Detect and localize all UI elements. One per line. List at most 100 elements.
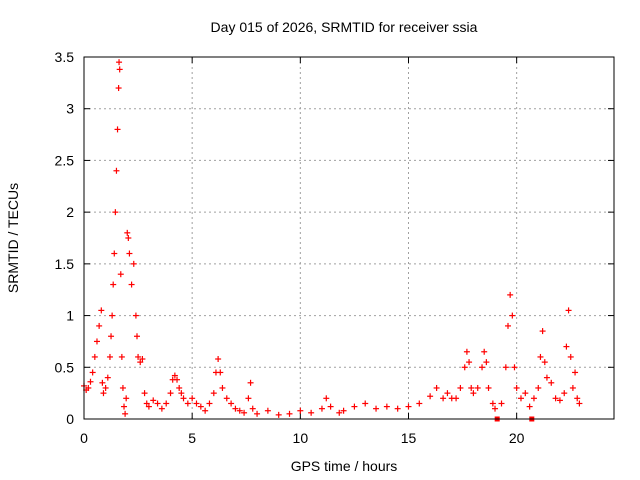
data-point — [254, 410, 261, 417]
data-point — [416, 400, 423, 407]
data-point — [275, 411, 282, 418]
data-point — [470, 390, 477, 397]
data-point — [174, 376, 181, 383]
data-point — [176, 384, 183, 391]
data-point — [327, 403, 334, 410]
data-point — [492, 405, 499, 412]
data-point — [89, 369, 96, 376]
data-point — [202, 407, 209, 414]
data-point — [232, 405, 239, 412]
data-point — [134, 333, 140, 340]
data-point — [118, 353, 125, 360]
data-point — [474, 384, 481, 391]
data-point — [150, 397, 157, 404]
data-point — [219, 384, 226, 391]
data-point — [264, 407, 271, 414]
data-point — [433, 384, 440, 391]
data-point — [511, 364, 518, 371]
data-point — [247, 379, 254, 386]
data-point — [139, 356, 146, 363]
data-point — [132, 312, 139, 319]
data-point — [351, 403, 358, 410]
data-point — [180, 395, 187, 402]
data-point — [563, 343, 570, 350]
data-point — [121, 403, 128, 410]
plot-border — [83, 56, 615, 420]
data-point — [318, 405, 325, 412]
data-point — [124, 229, 131, 236]
data-point — [308, 409, 315, 416]
y-tick-label: 2.5 — [55, 152, 75, 168]
data-point — [468, 384, 475, 391]
data-point — [362, 400, 369, 407]
data-point — [116, 59, 123, 66]
data-point — [383, 403, 390, 410]
data-point — [297, 407, 304, 414]
data-point — [537, 353, 544, 360]
x-tick-label: 20 — [509, 430, 525, 446]
data-point — [111, 250, 118, 257]
data-point — [143, 400, 150, 407]
data-point — [115, 85, 122, 92]
data-point — [112, 209, 119, 216]
data-point — [481, 348, 488, 355]
data-point — [137, 359, 144, 366]
data-point — [541, 359, 548, 366]
data-point — [163, 400, 170, 407]
data-point — [217, 369, 224, 376]
y-tick-label: 0 — [66, 411, 74, 427]
data-point — [110, 281, 117, 288]
data-point — [526, 403, 533, 410]
data-point — [116, 66, 123, 73]
data-point — [93, 338, 100, 345]
data-point — [522, 390, 529, 397]
data-point — [323, 395, 330, 402]
data-point — [100, 390, 107, 397]
data-point — [128, 281, 135, 288]
data-point — [104, 374, 111, 381]
y-tick-label: 2 — [66, 204, 74, 220]
data-point — [158, 405, 165, 412]
data-point — [119, 384, 126, 391]
data-point — [99, 379, 106, 386]
data-point — [85, 384, 92, 391]
data-point — [189, 395, 196, 402]
data-point — [539, 328, 546, 335]
data-point — [572, 369, 579, 376]
x-axis-label: GPS time / hours — [291, 458, 398, 474]
data-point — [574, 395, 581, 402]
data-point — [340, 407, 347, 414]
data-point — [405, 403, 412, 410]
x-tick-label: 5 — [188, 430, 196, 446]
data-point — [171, 372, 178, 379]
data-point — [502, 364, 509, 371]
data-point — [569, 384, 576, 391]
data-point — [130, 260, 137, 267]
data-point — [215, 356, 222, 363]
data-point — [561, 390, 568, 397]
x-tick-label: 10 — [293, 430, 309, 446]
data-point — [87, 378, 94, 385]
data-point — [513, 384, 520, 391]
data-point — [154, 400, 161, 407]
data-point — [530, 395, 537, 402]
data-point — [249, 405, 256, 412]
data-point — [98, 307, 105, 314]
data-point — [507, 291, 514, 298]
data-point — [463, 348, 470, 355]
y-tick-label: 0.5 — [55, 359, 75, 375]
data-point — [241, 409, 248, 416]
data-point — [184, 400, 191, 407]
data-point — [517, 395, 524, 402]
data-point — [286, 410, 293, 417]
data-point — [336, 409, 343, 416]
data-point — [466, 359, 473, 366]
data-point — [576, 400, 583, 407]
data-point — [193, 400, 200, 407]
data-point — [509, 312, 516, 319]
data-point — [556, 397, 563, 404]
data-point — [427, 393, 434, 400]
data-point — [485, 384, 492, 391]
data-point — [102, 384, 109, 391]
